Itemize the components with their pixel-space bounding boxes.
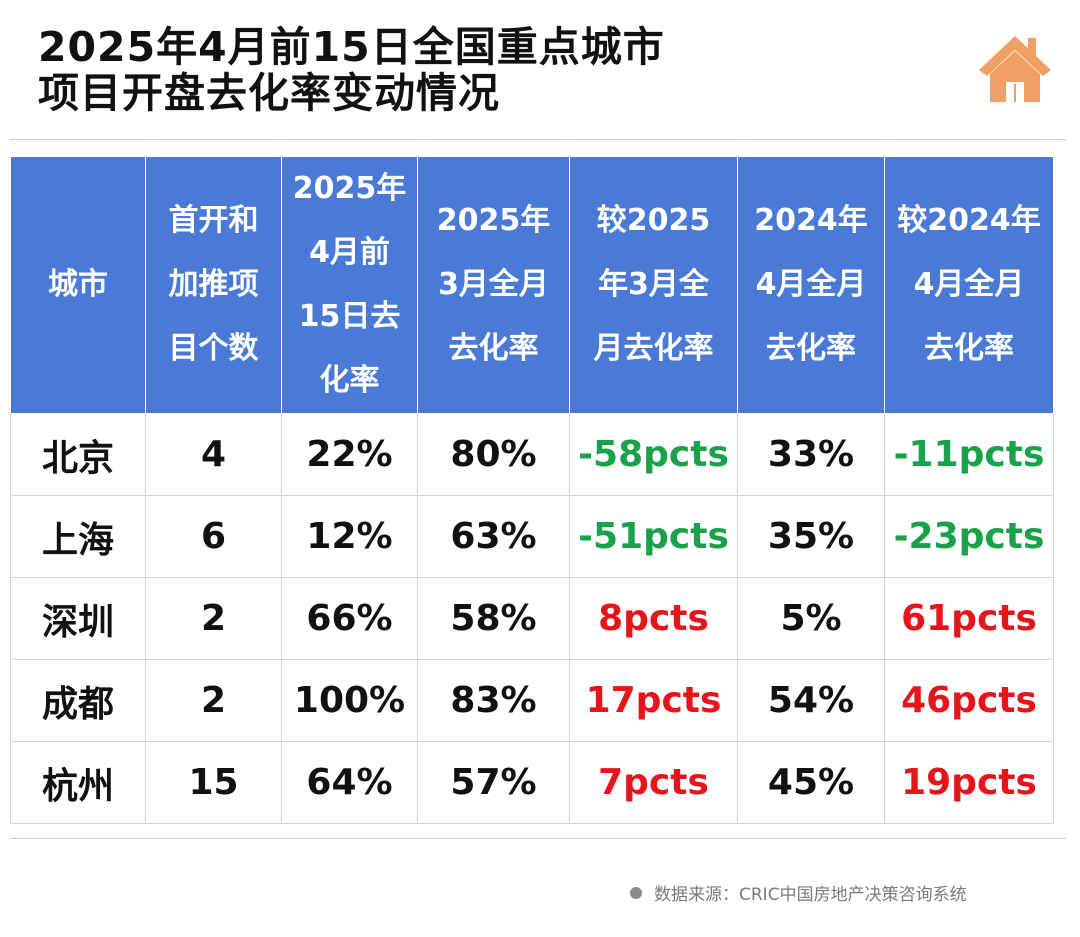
- header-rate-apr15-2025: 2025年 4月前 15日去 化率: [281, 156, 418, 414]
- cell-vs-mar-2025: 8pcts: [569, 577, 738, 660]
- cell-rate-apr-2024: 35%: [737, 495, 885, 578]
- page-title-line2: 项目开盘去化率变动情况: [38, 69, 500, 117]
- data-table: 城市 首开和 加推项 目个数 2025年 4月前 15日去 化率 2025年 3…: [10, 156, 1054, 824]
- house-icon: [979, 36, 1051, 102]
- table-row: 北京 4 22% 80% -58pcts 33% -11pcts: [10, 413, 1054, 496]
- cell-city: 北京: [10, 413, 146, 496]
- cell-rate-apr15-2025: 22%: [281, 413, 418, 496]
- cell-vs-mar-2025: -51pcts: [569, 495, 738, 578]
- table-row: 成都 2 100% 83% 17pcts 54% 46pcts: [10, 659, 1054, 742]
- table-row: 杭州 15 64% 57% 7pcts 45% 19pcts: [10, 741, 1054, 824]
- cell-city: 上海: [10, 495, 146, 578]
- cell-vs-apr-2024: 61pcts: [884, 577, 1054, 660]
- source-note: 数据来源：CRIC中国房地产决策咨询系统: [630, 880, 967, 905]
- cell-projects: 4: [145, 413, 282, 496]
- cell-rate-apr15-2025: 12%: [281, 495, 418, 578]
- cell-rate-apr-2024: 33%: [737, 413, 885, 496]
- cell-vs-apr-2024: 46pcts: [884, 659, 1054, 742]
- cell-rate-apr15-2025: 100%: [281, 659, 418, 742]
- bottom-divider: [10, 838, 1066, 839]
- header-rate-mar-2025: 2025年 3月全月 去化率: [417, 156, 570, 414]
- cell-city: 杭州: [10, 741, 146, 824]
- table-header-row: 城市 首开和 加推项 目个数 2025年 4月前 15日去 化率 2025年 3…: [10, 156, 1054, 414]
- header-city: 城市: [10, 156, 146, 414]
- cell-projects: 2: [145, 659, 282, 742]
- table-row: 上海 6 12% 63% -51pcts 35% -23pcts: [10, 495, 1054, 578]
- cell-vs-mar-2025: 17pcts: [569, 659, 738, 742]
- cell-vs-apr-2024: 19pcts: [884, 741, 1054, 824]
- header-projects: 首开和 加推项 目个数: [145, 156, 282, 414]
- bullet-dot-icon: [630, 886, 642, 899]
- title-block: 2025年4月前15日全国重点城市 项目开盘去化率变动情况: [38, 24, 938, 116]
- header-vs-mar-2025: 较2025 年3月全 月去化率: [569, 156, 738, 414]
- cell-rate-apr-2024: 54%: [737, 659, 885, 742]
- cell-rate-mar-2025: 63%: [417, 495, 570, 578]
- cell-rate-mar-2025: 83%: [417, 659, 570, 742]
- cell-vs-mar-2025: -58pcts: [569, 413, 738, 496]
- cell-rate-apr15-2025: 64%: [281, 741, 418, 824]
- cell-projects: 2: [145, 577, 282, 660]
- source-text: 数据来源：CRIC中国房地产决策咨询系统: [654, 885, 967, 905]
- top-divider: [10, 139, 1066, 140]
- page-title-line1: 2025年4月前15日全国重点城市: [38, 23, 665, 71]
- cell-city: 深圳: [10, 577, 146, 660]
- cell-vs-apr-2024: -11pcts: [884, 413, 1054, 496]
- cell-rate-apr-2024: 45%: [737, 741, 885, 824]
- cell-rate-mar-2025: 58%: [417, 577, 570, 660]
- cell-rate-mar-2025: 57%: [417, 741, 570, 824]
- cell-projects: 15: [145, 741, 282, 824]
- cell-city: 成都: [10, 659, 146, 742]
- header-rate-apr-2024: 2024年 4月全月 去化率: [737, 156, 885, 414]
- cell-rate-apr15-2025: 66%: [281, 577, 418, 660]
- header-vs-apr-2024: 较2024年 4月全月 去化率: [884, 156, 1054, 414]
- cell-rate-mar-2025: 80%: [417, 413, 570, 496]
- cell-rate-apr-2024: 5%: [737, 577, 885, 660]
- cell-projects: 6: [145, 495, 282, 578]
- table-row: 深圳 2 66% 58% 8pcts 5% 61pcts: [10, 577, 1054, 660]
- cell-vs-apr-2024: -23pcts: [884, 495, 1054, 578]
- cell-vs-mar-2025: 7pcts: [569, 741, 738, 824]
